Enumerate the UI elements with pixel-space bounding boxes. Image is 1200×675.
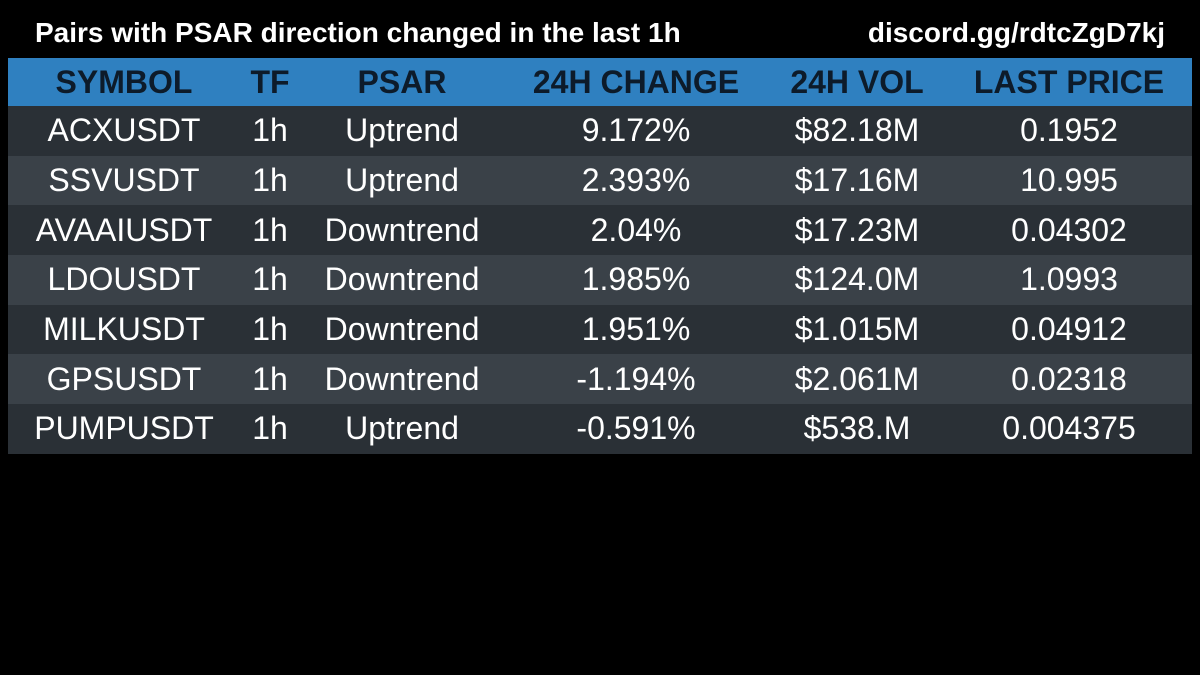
cell-tf: 1h — [252, 162, 288, 199]
cell-24h-vol: $2.061M — [794, 360, 920, 397]
cell-last-price: 1.0993 — [1020, 261, 1118, 298]
table-row[interactable]: ACXUSDT 1h Uptrend 9.172% $82.18M 0.1952 — [8, 106, 1192, 156]
column-header-symbol[interactable]: SYMBOL — [55, 63, 193, 100]
cell-24h-vol: $1.015M — [794, 311, 920, 348]
psar-table: SYMBOL TF PSAR 24H CHANGE 24H VOL LAST P… — [8, 58, 1192, 454]
column-header-last-price[interactable]: LAST PRICE — [973, 63, 1165, 100]
cell-psar: Uptrend — [345, 112, 459, 149]
cell-24h-vol: $82.18M — [794, 112, 920, 149]
cell-last-price: 10.995 — [1020, 162, 1118, 199]
cell-last-price: 0.04912 — [1011, 311, 1127, 348]
cell-symbol: GPSUSDT — [46, 360, 202, 397]
cell-psar: Downtrend — [324, 311, 480, 348]
cell-psar: Downtrend — [324, 261, 480, 298]
cell-symbol: MILKUSDT — [43, 311, 205, 348]
column-header-24h-vol[interactable]: 24H VOL — [790, 63, 924, 100]
cell-tf: 1h — [252, 112, 288, 149]
table-row[interactable]: GPSUSDT 1h Downtrend -1.194% $2.061M 0.0… — [8, 354, 1192, 405]
cell-24h-change: -0.591% — [576, 410, 696, 447]
column-header-24h-change[interactable]: 24H CHANGE — [532, 63, 740, 100]
cell-24h-change: 1.951% — [581, 311, 691, 348]
cell-tf: 1h — [252, 211, 288, 248]
cell-psar: Uptrend — [345, 162, 459, 199]
cell-symbol: LDOUSDT — [47, 261, 201, 298]
cell-24h-change: -1.194% — [576, 360, 696, 397]
cell-symbol: ACXUSDT — [47, 112, 201, 149]
cell-tf: 1h — [252, 360, 288, 397]
table-row[interactable]: SSVUSDT 1h Uptrend 2.393% $17.16M 10.995 — [8, 155, 1192, 206]
table-row[interactable]: MILKUSDT 1h Downtrend 1.951% $1.015M 0.0… — [8, 304, 1192, 355]
cell-psar: Downtrend — [324, 211, 480, 248]
cell-24h-change: 9.172% — [581, 112, 691, 149]
cell-tf: 1h — [252, 311, 288, 348]
discord-link[interactable]: discord.gg/rdtcZgD7kj — [867, 17, 1165, 48]
cell-24h-vol: $538.M — [803, 410, 911, 447]
page-title: Pairs with PSAR direction changed in the… — [35, 17, 681, 48]
cell-last-price: 0.1952 — [1020, 112, 1118, 149]
cell-24h-vol: $17.16M — [794, 162, 920, 199]
cell-last-price: 0.02318 — [1011, 360, 1127, 397]
table-row[interactable]: PUMPUSDT 1h Uptrend -0.591% $538.M 0.004… — [8, 404, 1192, 454]
cell-symbol: AVAAIUSDT — [35, 211, 213, 248]
cell-tf: 1h — [252, 261, 288, 298]
cell-symbol: PUMPUSDT — [34, 410, 214, 447]
cell-psar: Downtrend — [324, 360, 480, 397]
cell-tf: 1h — [252, 410, 288, 447]
cell-symbol: SSVUSDT — [48, 162, 200, 199]
table-row[interactable]: LDOUSDT 1h Downtrend 1.985% $124.0M 1.09… — [8, 255, 1192, 305]
cell-last-price: 0.04302 — [1011, 211, 1127, 248]
table-header-row: SYMBOL TF PSAR 24H CHANGE 24H VOL LAST P… — [8, 58, 1192, 106]
cell-last-price: 0.004375 — [1002, 410, 1136, 447]
table-row[interactable]: AVAAIUSDT 1h Downtrend 2.04% $17.23M 0.0… — [8, 205, 1192, 256]
cell-24h-vol: $124.0M — [794, 261, 920, 298]
column-header-tf[interactable]: TF — [250, 63, 290, 100]
cell-24h-change: 1.985% — [581, 261, 691, 298]
cell-psar: Uptrend — [345, 410, 459, 447]
cell-24h-change: 2.393% — [581, 162, 691, 199]
column-header-psar[interactable]: PSAR — [357, 63, 447, 100]
cell-24h-change: 2.04% — [590, 211, 682, 248]
cell-24h-vol: $17.23M — [794, 211, 920, 248]
